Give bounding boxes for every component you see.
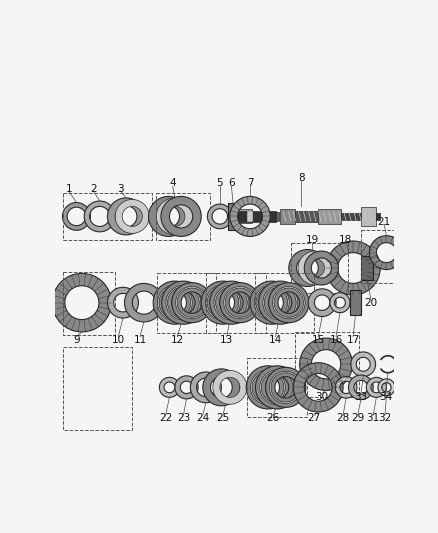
Bar [376,213,380,220]
Text: 27: 27 [308,413,321,423]
Bar [361,207,376,225]
Text: 19: 19 [305,235,319,245]
Text: 18: 18 [339,235,352,245]
Bar [279,209,295,224]
Text: 30: 30 [315,392,328,401]
Text: 26: 26 [267,413,280,423]
Text: 4: 4 [169,179,176,188]
Text: 28: 28 [336,413,350,423]
Bar [295,332,359,397]
Text: 12: 12 [170,335,184,345]
Text: 34: 34 [379,392,392,401]
Bar [318,209,342,224]
Bar [361,230,394,284]
Text: 29: 29 [351,413,364,423]
Bar [291,243,348,294]
Text: 1: 1 [65,184,72,193]
Text: 17: 17 [346,335,360,345]
Bar [350,290,361,315]
Text: 6: 6 [228,179,235,188]
Text: 25: 25 [216,413,230,423]
Bar [247,358,307,417]
Text: 22: 22 [159,413,172,423]
Text: 5: 5 [216,179,223,188]
Text: 2: 2 [90,184,97,193]
Text: 14: 14 [269,335,282,345]
Bar [233,211,276,222]
Text: 15: 15 [311,335,325,345]
Text: 16: 16 [329,335,343,345]
Bar [247,211,253,222]
Text: 33: 33 [354,392,367,401]
Text: 10: 10 [112,335,125,345]
Bar [63,193,152,239]
Bar [252,212,279,221]
Bar [63,272,115,335]
Bar [63,348,132,430]
Text: 3: 3 [117,184,124,193]
Bar [342,213,361,220]
Text: 11: 11 [134,335,147,345]
Text: 24: 24 [196,413,209,423]
Bar [255,273,314,334]
Text: 9: 9 [73,335,80,345]
Text: 8: 8 [298,173,304,183]
Text: 20: 20 [364,297,378,308]
Text: 23: 23 [177,413,190,423]
Text: 31: 31 [367,413,380,423]
Bar [231,209,252,223]
Bar [295,211,318,222]
Bar [228,203,238,230]
Text: 7: 7 [247,179,253,188]
Bar [157,273,216,334]
Bar [155,193,210,239]
Text: 21: 21 [378,217,391,227]
Text: 13: 13 [220,335,233,345]
Text: 32: 32 [378,413,392,423]
Bar [361,256,373,280]
Bar [206,273,265,334]
